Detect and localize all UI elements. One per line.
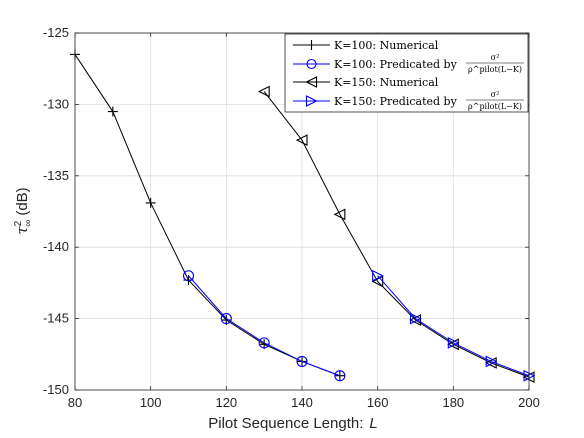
legend-entry-k100-numerical: K=100: Numerical bbox=[293, 39, 439, 52]
data-point-triangle-right bbox=[447, 336, 460, 349]
data-point-triangle-left bbox=[295, 134, 308, 146]
circle-marker-icon bbox=[306, 58, 317, 70]
data-point-triangle-right bbox=[409, 312, 422, 325]
data-point-circle bbox=[220, 313, 232, 325]
data-point-plus bbox=[107, 106, 118, 117]
y-axis-label: τ2∞ (dB) bbox=[13, 187, 34, 234]
series-1 bbox=[182, 270, 346, 382]
y-tick-label: -145 bbox=[43, 311, 69, 326]
plus-marker-icon bbox=[306, 40, 317, 50]
data-point-triangle-left bbox=[409, 314, 422, 326]
y-tick-label: -125 bbox=[43, 25, 69, 40]
x-tick-label: 140 bbox=[291, 395, 313, 410]
x-axis-label-variable: L bbox=[369, 415, 377, 432]
y-tick-label: -130 bbox=[43, 96, 69, 111]
x-tick-label: 80 bbox=[68, 395, 82, 410]
svg-text:τ2∞(dB): τ2∞ (dB) bbox=[13, 187, 34, 234]
series-line bbox=[263, 91, 530, 378]
x-tick-label: 120 bbox=[215, 395, 237, 410]
data-point-circle bbox=[258, 337, 270, 349]
data-point-triangle-right bbox=[485, 355, 498, 368]
series-layer bbox=[70, 49, 536, 384]
triangle-right-marker-icon bbox=[305, 95, 318, 107]
data-point-triangle-left bbox=[333, 208, 346, 221]
data-point-triangle-left bbox=[257, 85, 270, 98]
x-axis-label-text: Pilot Sequence Length: bbox=[208, 415, 363, 432]
y-axis-label-symbol: τ bbox=[13, 226, 31, 235]
data-point-triangle-left bbox=[447, 338, 459, 351]
legend-label: K=100: Numerical bbox=[334, 39, 439, 52]
data-point-plus bbox=[145, 197, 156, 208]
legend-entry-k150-numerical: K=150: Numerical bbox=[293, 76, 439, 89]
y-axis-label-superscript: 2 bbox=[13, 220, 24, 226]
y-axis-label-subscript: ∞ bbox=[23, 220, 34, 227]
legend: K=100: Numerical K=100: Predicated by σ²… bbox=[284, 33, 529, 113]
legend-formula-denominator: ρ^pilot(L−K) bbox=[468, 102, 522, 111]
data-point-triangle-right bbox=[372, 269, 384, 282]
x-tick-label: 180 bbox=[442, 395, 464, 410]
legend-label: K=100: Predicated by bbox=[334, 58, 458, 71]
y-tick-label: -140 bbox=[43, 239, 69, 254]
series-line bbox=[377, 275, 530, 377]
data-point-circle bbox=[296, 355, 308, 367]
legend-label: K=150: Predicated by bbox=[334, 95, 458, 108]
legend-entry-k100-predicted: K=100: Predicated by σ² ρ^pilot(L−K) bbox=[293, 53, 524, 74]
y-axis-label-unit: (dB) bbox=[14, 187, 31, 215]
legend-box bbox=[284, 33, 529, 113]
series-line bbox=[188, 275, 341, 377]
triangle-left-marker-icon bbox=[305, 76, 318, 88]
axis-ticks: 80 100 120 140 160 180 200 -125 -130 -135 -140 -145… bbox=[43, 25, 540, 410]
y-tick-label: -150 bbox=[43, 382, 69, 397]
x-tick-label: 160 bbox=[367, 395, 389, 410]
data-point-circle bbox=[182, 270, 195, 282]
legend-formula-numerator: σ² bbox=[491, 53, 500, 62]
legend-formula-denominator: ρ^pilot(L−K) bbox=[468, 65, 522, 74]
x-tick-label: 200 bbox=[518, 395, 540, 410]
legend-label: K=150: Numerical bbox=[334, 76, 439, 89]
y-tick-label: -135 bbox=[43, 168, 69, 183]
x-tick-label: 100 bbox=[140, 395, 162, 410]
legend-entry-k150-predicted: K=150: Predicated by σ² ρ^pilot(L−K) bbox=[293, 90, 524, 111]
x-axis-label: Pilot Sequence Length: L bbox=[208, 415, 377, 432]
legend-formula-numerator: σ² bbox=[491, 90, 500, 99]
data-point-circle bbox=[334, 370, 346, 382]
